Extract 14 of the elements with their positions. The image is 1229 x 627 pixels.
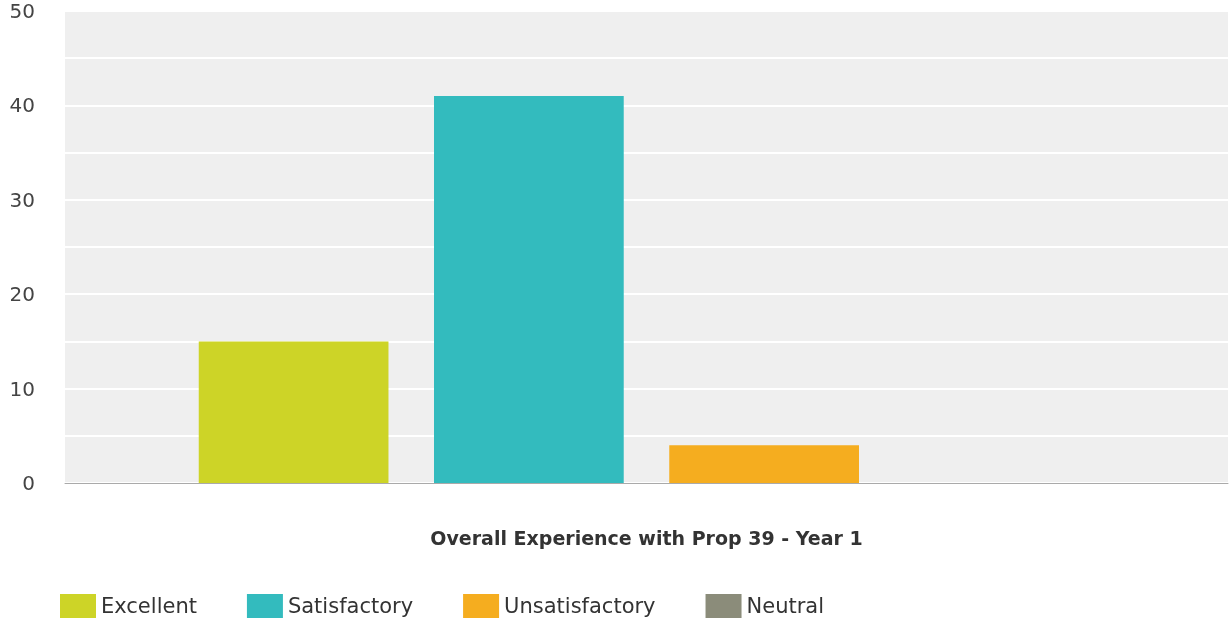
bar [669, 445, 859, 483]
legend-label: Satisfactory [287, 594, 414, 618]
y-tick-label: 10 [9, 376, 35, 401]
bar [434, 95, 624, 483]
x-axis-title: Overall Experience with Prop 39 - Year 1 [430, 526, 863, 549]
y-tick-label: 50 [9, 0, 35, 23]
y-tick-label: 30 [9, 187, 35, 212]
bar [198, 341, 389, 483]
legend-label: Neutral [746, 594, 825, 618]
y-tick-label: 0 [22, 471, 35, 495]
legend-label: Unsatisfactory [504, 594, 656, 618]
legend-label: Excellent [101, 594, 197, 618]
y-tick-label: 20 [9, 282, 35, 307]
y-tick-label: 40 [9, 93, 35, 118]
